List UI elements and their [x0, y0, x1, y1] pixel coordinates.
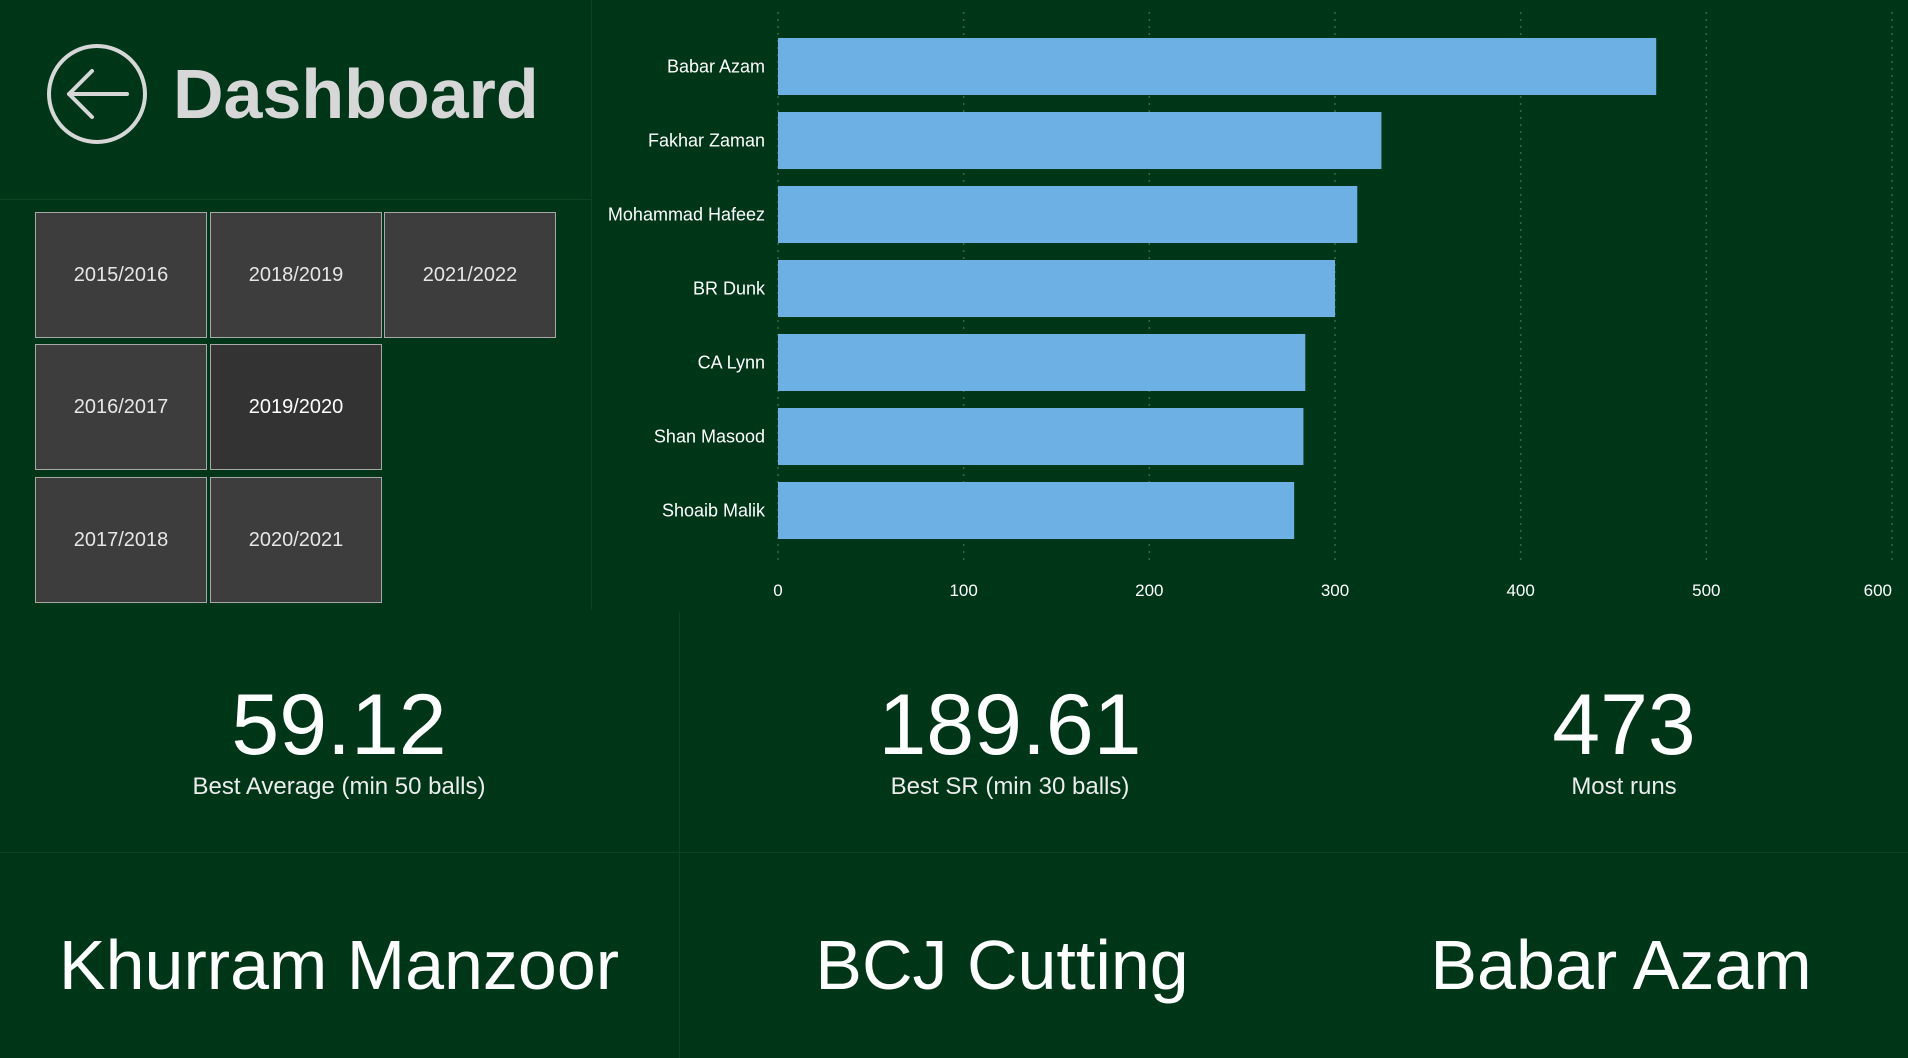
chart-category-labels: Babar Azam Fakhar Zaman Mohammad Hafeez BR …: [608, 57, 766, 521]
season-slicer: 2015/2016 2018/2019 2021/2022 2016/2017 …: [0, 200, 592, 610]
category-label: Babar Azam: [667, 57, 765, 77]
category-label: BR Dunk: [693, 279, 766, 299]
category-label: Mohammad Hafeez: [608, 205, 765, 225]
kpi-value: 189.61: [878, 677, 1142, 773]
best-average-player: Khurram Manzoor: [58, 926, 620, 1004]
bar[interactable]: [778, 186, 1358, 243]
category-label: CA Lynn: [698, 353, 765, 373]
kpi-best-average: 59.12 Best Average (min 50 balls): [0, 610, 678, 850]
bar[interactable]: [778, 334, 1306, 391]
x-tick-label: 500: [1692, 581, 1720, 600]
page-title: Dashboard: [173, 55, 539, 133]
x-tick-label: 300: [1321, 581, 1349, 600]
x-tick-label: 200: [1135, 581, 1163, 600]
season-tile-2018-2019[interactable]: 2018/2019: [210, 212, 382, 338]
chart-x-axis-ticks: 0 100 200 300 400 500 600: [773, 581, 1892, 600]
header: Dashboard: [0, 0, 592, 200]
season-tile-2021-2022[interactable]: 2021/2022: [384, 212, 556, 338]
season-tile-2016-2017[interactable]: 2016/2017: [35, 344, 207, 470]
chart-gridlines: [777, 12, 1893, 560]
kpi-label: Best SR (min 30 balls): [890, 773, 1130, 800]
most-runs-player: Babar Azam: [1430, 926, 1812, 1004]
kpi-best-strike-rate: 189.61 Best SR (min 30 balls): [680, 610, 1340, 850]
back-arrow-icon: [47, 44, 147, 144]
x-tick-label: 100: [949, 581, 977, 600]
bar[interactable]: [778, 260, 1335, 317]
best-strike-rate-player: BCJ Cutting: [815, 926, 1189, 1004]
kpi-label: Best Average (min 50 balls): [192, 773, 486, 800]
bar[interactable]: [778, 482, 1295, 539]
bar[interactable]: [778, 38, 1657, 95]
category-label: Shoaib Malik: [662, 501, 766, 521]
bar[interactable]: [778, 112, 1382, 169]
season-tile-2017-2018[interactable]: 2017/2018: [35, 477, 207, 603]
season-tile-2020-2021[interactable]: 2020/2021: [210, 477, 382, 603]
kpi-most-runs: 473 Most runs: [1340, 610, 1908, 850]
category-label: Fakhar Zaman: [648, 131, 765, 151]
chart-bars: [778, 38, 1657, 539]
x-tick-label: 400: [1506, 581, 1534, 600]
bar[interactable]: [778, 408, 1304, 465]
x-tick-label: 0: [773, 581, 782, 600]
row-divider: [0, 852, 1908, 853]
back-button[interactable]: [45, 42, 149, 146]
kpi-label: Most runs: [1571, 773, 1677, 800]
season-tile-2015-2016[interactable]: 2015/2016: [35, 212, 207, 338]
column-divider: [679, 612, 680, 1058]
season-tile-2019-2020[interactable]: 2019/2020: [210, 344, 382, 470]
kpi-value: 59.12: [231, 677, 447, 773]
category-label: Shan Masood: [654, 427, 765, 447]
x-tick-label: 600: [1864, 581, 1892, 600]
most-runs-bar-chart: Babar Azam Fakhar Zaman Mohammad Hafeez BR …: [608, 12, 1893, 600]
kpi-value: 473: [1552, 677, 1696, 773]
